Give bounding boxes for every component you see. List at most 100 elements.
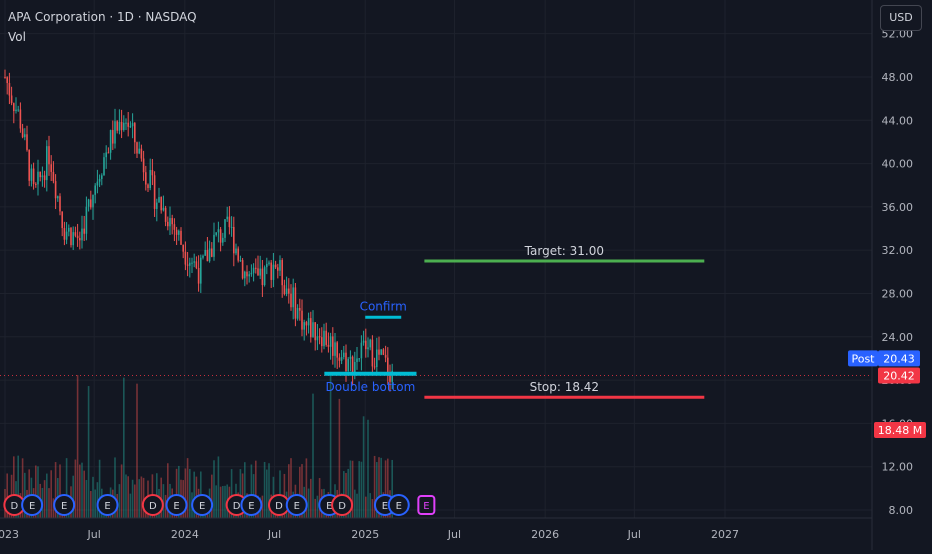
candle-body xyxy=(215,232,217,235)
volume-bar xyxy=(354,489,356,518)
volume-bar xyxy=(358,461,360,518)
price-badges: Post 20.43 20.42 18.48 M xyxy=(848,350,926,438)
candle-body xyxy=(191,262,193,264)
marker-letter: E xyxy=(294,501,300,512)
marker-letter: E xyxy=(173,501,179,512)
volume-bar xyxy=(87,386,90,518)
stop-label: Stop: 18.42 xyxy=(530,380,600,394)
candle-body xyxy=(340,356,343,361)
y-tick-label: 36.00 xyxy=(882,201,914,214)
volume-bar xyxy=(160,477,162,518)
candle-body xyxy=(270,262,272,280)
volume-bar xyxy=(37,466,39,518)
double-bottom-label: Double bottom xyxy=(326,380,416,394)
dividend-marker-icon[interactable]: D xyxy=(3,494,26,516)
candle-body xyxy=(136,142,138,154)
volume-bar xyxy=(131,479,134,518)
volume-bar xyxy=(266,469,268,518)
volume-bar xyxy=(217,456,220,518)
candle-body xyxy=(63,228,66,240)
candle-body xyxy=(164,207,167,222)
candle-body xyxy=(171,218,173,225)
double-bottom-pattern[interactable]: Confirm Double bottom xyxy=(324,299,417,394)
volume-bar xyxy=(189,468,191,518)
candle-body xyxy=(149,169,151,189)
volume-bar xyxy=(74,459,77,518)
volume-bar xyxy=(17,455,19,518)
candle-body xyxy=(230,226,233,228)
x-axis[interactable]: 2023 Jul 2024 Jul 2025 Jul 2026 Jul 2027 xyxy=(0,517,872,541)
marker-letter: D xyxy=(275,501,283,512)
earnings-marker-icon[interactable]: E xyxy=(53,494,76,516)
candle-body xyxy=(90,199,92,208)
earnings-marker-icon[interactable]: E xyxy=(96,494,119,516)
candle-body xyxy=(101,175,103,179)
dividend-marker-icon[interactable]: D xyxy=(141,494,164,516)
earnings-marker-ring xyxy=(387,494,410,516)
candle-body xyxy=(123,122,125,131)
candle-body xyxy=(83,228,85,234)
earnings-marker-icon[interactable]: E xyxy=(21,494,44,516)
y-tick-label: 48.00 xyxy=(882,71,914,84)
candle-body xyxy=(272,264,275,280)
candle-body xyxy=(312,322,314,338)
candle-body xyxy=(129,126,132,128)
future-earnings-marker-icon[interactable]: E xyxy=(417,495,436,515)
earnings-marker-icon[interactable]: E xyxy=(191,494,214,516)
candle-body xyxy=(354,362,356,374)
volume-bar xyxy=(120,464,123,518)
candle-body xyxy=(233,226,235,254)
candle-body xyxy=(237,248,239,261)
trade-levels[interactable]: Target: 31.00 Stop: 18.42 xyxy=(424,244,705,399)
volume-indicator-label[interactable]: Vol xyxy=(8,30,26,44)
volume-bar xyxy=(215,485,217,518)
volume-bar xyxy=(371,499,374,518)
earnings-marker-icon[interactable]: E xyxy=(387,494,410,516)
candle-body xyxy=(292,287,294,308)
currency-button[interactable]: USD xyxy=(880,5,922,31)
dividend-marker-ring xyxy=(331,494,354,516)
candle-body xyxy=(134,123,136,143)
candle-body xyxy=(373,366,376,368)
earnings-marker-icon[interactable]: E xyxy=(285,494,308,516)
target-label: Target: 31.00 xyxy=(524,244,604,258)
volume-bar xyxy=(250,464,253,518)
y-axis[interactable]: 52.0048.0044.0040.0036.0032.0028.0024.00… xyxy=(871,0,914,550)
volume-bar xyxy=(316,495,319,518)
volume-bar xyxy=(186,458,189,518)
volume-bar xyxy=(175,468,178,518)
candle-body xyxy=(13,103,15,112)
candle-body xyxy=(197,267,200,284)
dividend-marker-icon[interactable]: D xyxy=(331,494,354,516)
candle-body xyxy=(145,172,147,185)
earnings-marker-icon[interactable]: E xyxy=(240,494,263,516)
x-tick-label: Jul xyxy=(447,528,461,541)
candle-body xyxy=(369,339,371,348)
candle-body xyxy=(85,206,88,234)
volume-bar xyxy=(35,465,37,518)
volume-bar xyxy=(288,464,290,518)
volume-bar xyxy=(351,460,354,518)
volume-bar xyxy=(219,486,222,518)
volume-bar xyxy=(13,456,15,518)
candle-body xyxy=(17,109,19,111)
candle-body xyxy=(338,357,341,361)
candle-body xyxy=(103,157,105,176)
candle-body xyxy=(327,344,330,347)
candle-body xyxy=(116,121,118,131)
candle-body xyxy=(239,260,242,262)
volume-bar xyxy=(72,475,74,518)
candle-body xyxy=(226,216,228,220)
volume-value: 18.48 M xyxy=(878,424,922,437)
volume-bar xyxy=(193,471,195,518)
last-value: 20.42 xyxy=(883,370,915,383)
candle-body xyxy=(323,330,325,347)
x-tick-label: 2027 xyxy=(711,528,739,541)
candle-body xyxy=(79,238,81,241)
earnings-marker-icon[interactable]: E xyxy=(165,494,188,516)
candle-body xyxy=(222,237,224,243)
volume-bar xyxy=(129,493,132,518)
